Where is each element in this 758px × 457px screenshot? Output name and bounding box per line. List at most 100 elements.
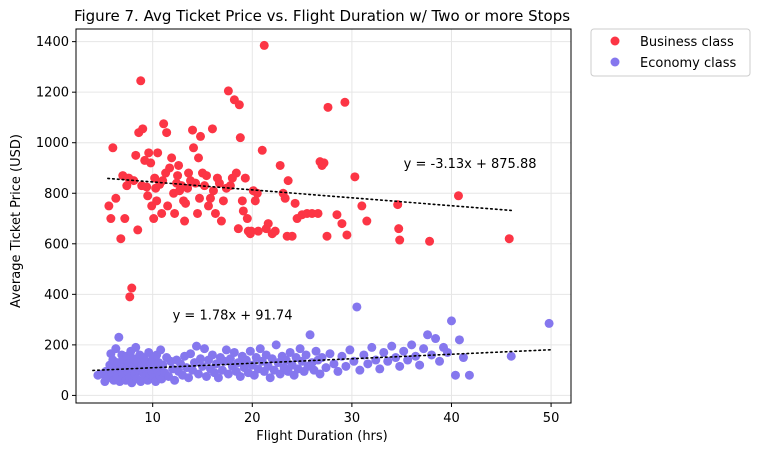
data-points: [93, 40, 554, 388]
economy-point: [255, 344, 265, 354]
business-point: [201, 171, 211, 181]
business-point: [223, 86, 233, 96]
economy-point: [352, 302, 362, 312]
economy-point: [427, 350, 437, 360]
business-point: [290, 198, 300, 208]
economy-point: [423, 330, 433, 340]
business-point: [142, 182, 152, 192]
economy-point: [431, 334, 441, 344]
grid: [76, 29, 571, 403]
axes: 10 20 30 40 50 0 200 400 600 800 1000 1200 1400: [36, 28, 572, 426]
business-point: [208, 186, 218, 196]
business-point: [173, 171, 183, 181]
legend-label-business: Business class: [640, 35, 734, 50]
business-point: [162, 128, 172, 138]
y-tick-label: 1200: [36, 86, 69, 101]
y-tick-label: 600: [44, 237, 69, 252]
economy-point: [111, 344, 121, 354]
business-point: [195, 193, 205, 203]
business-point: [238, 206, 248, 216]
business-point: [125, 292, 135, 302]
economy-point: [458, 353, 468, 363]
y-tick-label: 1400: [36, 35, 69, 50]
business-point: [181, 198, 191, 208]
business-point: [257, 145, 267, 155]
economy-point: [131, 342, 141, 352]
economy-point: [223, 369, 233, 379]
economy-point: [207, 350, 217, 360]
business-point: [194, 153, 204, 163]
business-point: [120, 214, 130, 224]
economy-point: [195, 354, 205, 364]
economy-point: [387, 341, 397, 351]
economy-point: [271, 340, 281, 350]
business-point: [150, 173, 160, 183]
economy-point: [245, 346, 255, 356]
business-point: [342, 230, 352, 240]
economy-point: [464, 370, 474, 380]
business-point: [231, 168, 241, 178]
business-point: [362, 216, 372, 226]
economy-point: [407, 340, 417, 350]
business-point: [133, 225, 143, 235]
y-tick-label: 400: [44, 288, 69, 303]
business-point: [357, 201, 367, 211]
x-tick-label: 10: [144, 411, 161, 426]
business-point: [146, 158, 156, 168]
economy-point: [241, 355, 251, 365]
business-point: [205, 193, 215, 203]
economy-point: [395, 361, 405, 371]
economy-trend-equation: y = 1.78x + 91.74: [173, 309, 293, 324]
business-point: [165, 163, 175, 173]
legend-marker-economy: [610, 57, 620, 67]
economy-point: [325, 349, 335, 359]
economy-point: [265, 373, 275, 383]
economy-point: [213, 373, 223, 383]
business-point: [143, 191, 153, 201]
economy-point: [446, 316, 456, 326]
business-point: [313, 208, 323, 218]
business-point: [149, 214, 159, 224]
economy-point: [192, 341, 202, 351]
economy-point: [199, 344, 209, 354]
economy-point: [321, 363, 331, 373]
economy-point: [197, 361, 207, 371]
business-point: [218, 196, 228, 206]
business-point: [323, 102, 333, 112]
business-point: [395, 235, 405, 245]
economy-point: [285, 347, 295, 357]
economy-point: [235, 371, 245, 381]
economy-point: [114, 332, 124, 342]
business-point: [163, 201, 173, 211]
economy-point: [345, 345, 355, 355]
economy-point: [367, 342, 377, 352]
business-point: [189, 143, 199, 153]
economy-point: [295, 344, 305, 354]
business-point: [207, 124, 217, 134]
business-point: [127, 283, 137, 293]
economy-point: [403, 355, 413, 365]
x-axis-label: Flight Duration (hrs): [256, 429, 388, 444]
business-point: [270, 226, 280, 236]
business-point: [322, 231, 332, 241]
legend-marker-business: [610, 36, 620, 46]
economy-point: [186, 349, 196, 359]
economy-point: [379, 347, 389, 357]
business-point: [184, 168, 194, 178]
business-point: [252, 188, 262, 198]
business-point: [131, 150, 141, 160]
business-point: [183, 183, 193, 193]
plot-frame: [75, 28, 572, 404]
business-point: [167, 153, 177, 163]
business-point: [337, 219, 347, 229]
x-tick-label: 50: [543, 411, 560, 426]
economy-point: [544, 318, 554, 328]
y-tick-label: 800: [44, 187, 69, 202]
business-point: [195, 131, 205, 141]
business-point: [332, 210, 342, 220]
chart-title: Figure 7. Avg Ticket Price vs. Flight Du…: [74, 7, 570, 25]
business-point: [144, 148, 154, 158]
business-point: [242, 214, 252, 224]
economy-point: [329, 359, 339, 369]
